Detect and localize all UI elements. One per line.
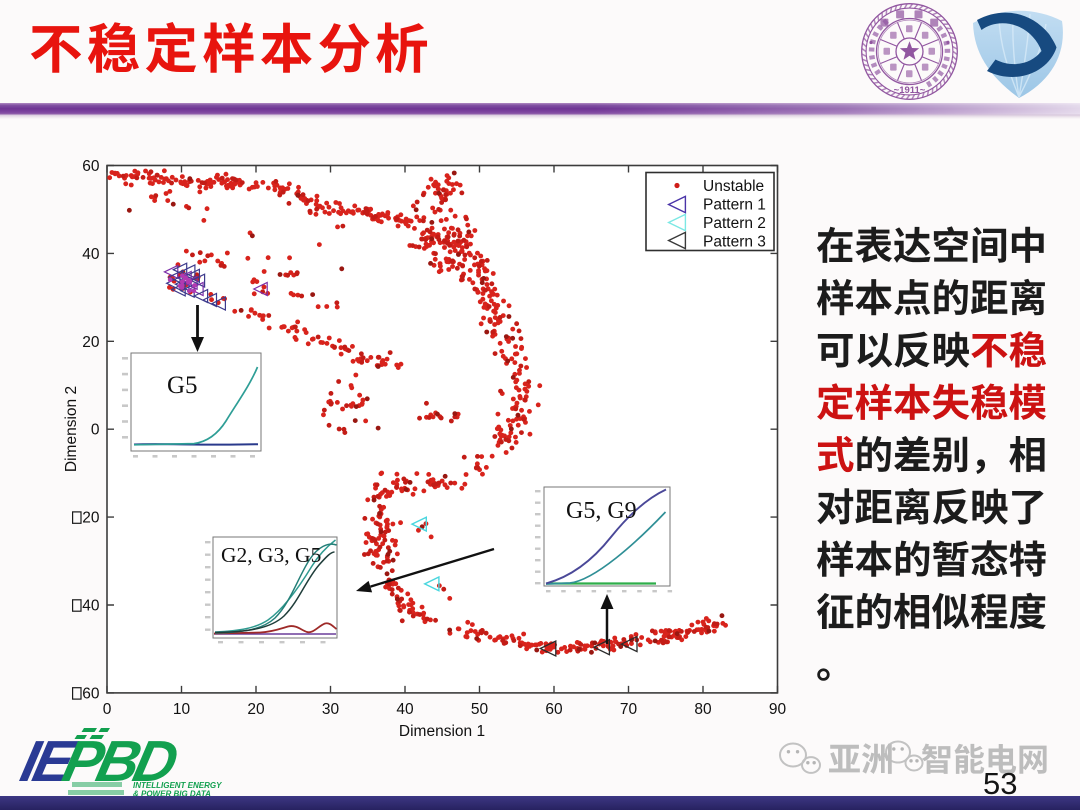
svg-text:Dimension 2: Dimension 2 — [63, 386, 80, 472]
svg-text:INTELLIGENT ENERGY: INTELLIGENT ENERGY — [133, 781, 222, 790]
svg-text:50: 50 — [471, 701, 489, 718]
svg-text:20: 20 — [82, 334, 100, 351]
svg-text:40: 40 — [82, 598, 100, 615]
svg-text:30: 30 — [322, 701, 340, 718]
svg-text:~1911~: ~1911~ — [894, 85, 926, 96]
svg-text:0: 0 — [91, 422, 100, 439]
svg-text:Pattern 3: Pattern 3 — [703, 234, 766, 251]
svg-text:20: 20 — [82, 510, 100, 527]
svg-text:10: 10 — [173, 701, 191, 718]
svg-text:Dimension 1: Dimension 1 — [399, 723, 485, 740]
svg-text:90: 90 — [769, 701, 787, 718]
svg-text:Pattern 1: Pattern 1 — [703, 197, 766, 214]
svg-text:60: 60 — [82, 158, 100, 175]
svg-text:60: 60 — [545, 701, 563, 718]
svg-text:Pattern 2: Pattern 2 — [703, 215, 766, 232]
svg-text:60: 60 — [82, 685, 100, 702]
svg-text:70: 70 — [620, 701, 638, 718]
svg-text:40: 40 — [396, 701, 414, 718]
svg-text:40: 40 — [82, 246, 100, 263]
svg-text:& POWER BIG DATA: & POWER BIG DATA — [133, 790, 211, 799]
svg-text:G5, G9: G5, G9 — [566, 498, 637, 524]
svg-text:80: 80 — [694, 701, 712, 718]
svg-text:53: 53 — [983, 766, 1017, 801]
svg-text:G2, G3, G5: G2, G3, G5 — [221, 543, 321, 567]
svg-text:G5: G5 — [167, 372, 198, 399]
svg-text:Unstable: Unstable — [703, 178, 764, 195]
svg-text:0: 0 — [103, 701, 112, 718]
svg-text:20: 20 — [247, 701, 265, 718]
